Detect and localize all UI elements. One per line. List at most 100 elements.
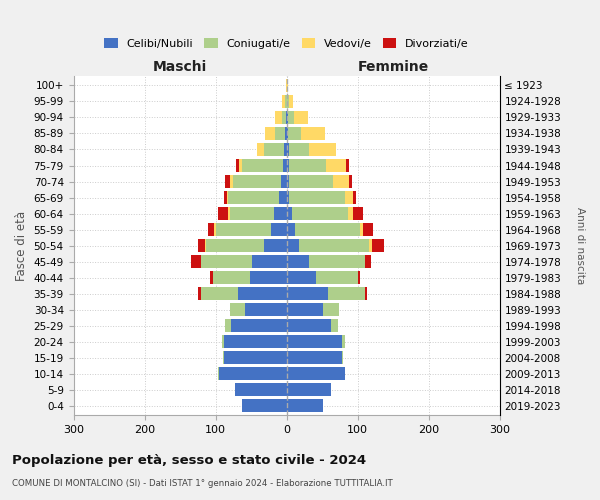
Bar: [331, 319, 338, 332]
Bar: [281, 95, 285, 108]
Bar: [289, 191, 345, 204]
Bar: [299, 239, 369, 252]
Bar: [289, 159, 326, 172]
Bar: [288, 111, 293, 124]
Bar: [285, 127, 287, 140]
Bar: [358, 271, 361, 284]
Legend: Celibi/Nubili, Coniugati/e, Vedovi/e, Divorziati/e: Celibi/Nubili, Coniugati/e, Vedovi/e, Di…: [100, 34, 473, 54]
Bar: [242, 159, 283, 172]
Bar: [285, 95, 287, 108]
Bar: [202, 255, 253, 268]
Bar: [274, 207, 287, 220]
Bar: [309, 143, 336, 156]
Bar: [301, 127, 325, 140]
Bar: [372, 239, 385, 252]
Bar: [347, 207, 353, 220]
Bar: [226, 319, 231, 332]
Bar: [236, 159, 239, 172]
Bar: [287, 383, 331, 396]
Bar: [230, 175, 233, 188]
Bar: [215, 223, 271, 236]
Text: Femmine: Femmine: [358, 60, 428, 74]
Bar: [316, 271, 358, 284]
Bar: [225, 175, 230, 188]
Bar: [223, 351, 224, 364]
Bar: [287, 239, 299, 252]
Bar: [282, 111, 286, 124]
Bar: [289, 95, 293, 108]
Bar: [265, 127, 275, 140]
Bar: [257, 143, 264, 156]
Bar: [212, 271, 250, 284]
Bar: [361, 223, 363, 236]
Y-axis label: Anni di nascita: Anni di nascita: [575, 207, 585, 284]
Bar: [271, 223, 287, 236]
Bar: [287, 111, 288, 124]
Bar: [342, 335, 345, 348]
Bar: [210, 271, 212, 284]
Bar: [224, 335, 287, 348]
Bar: [334, 175, 349, 188]
Bar: [219, 367, 287, 380]
Bar: [238, 287, 287, 300]
Bar: [287, 271, 316, 284]
Bar: [363, 223, 373, 236]
Bar: [284, 143, 287, 156]
Bar: [292, 207, 347, 220]
Bar: [287, 287, 328, 300]
Bar: [287, 127, 288, 140]
Bar: [239, 159, 242, 172]
Bar: [233, 175, 281, 188]
Bar: [287, 175, 289, 188]
Bar: [202, 287, 238, 300]
Bar: [309, 255, 365, 268]
Bar: [214, 223, 215, 236]
Bar: [365, 287, 367, 300]
Bar: [349, 175, 352, 188]
Bar: [242, 399, 287, 412]
Bar: [228, 207, 230, 220]
Bar: [191, 255, 200, 268]
Bar: [250, 271, 287, 284]
Bar: [235, 383, 287, 396]
Bar: [288, 127, 301, 140]
Bar: [230, 303, 245, 316]
Y-axis label: Fasce di età: Fasce di età: [15, 210, 28, 280]
Bar: [287, 79, 288, 92]
Bar: [323, 303, 339, 316]
Bar: [353, 191, 356, 204]
Bar: [287, 191, 289, 204]
Bar: [199, 239, 205, 252]
Bar: [295, 223, 361, 236]
Bar: [224, 191, 227, 204]
Bar: [281, 175, 287, 188]
Bar: [326, 159, 346, 172]
Bar: [353, 207, 363, 220]
Bar: [224, 351, 287, 364]
Bar: [287, 95, 289, 108]
Bar: [228, 191, 280, 204]
Bar: [365, 255, 371, 268]
Bar: [328, 287, 365, 300]
Bar: [342, 351, 343, 364]
Bar: [205, 239, 206, 252]
Bar: [287, 303, 323, 316]
Bar: [287, 223, 295, 236]
Bar: [289, 175, 334, 188]
Bar: [218, 367, 219, 380]
Bar: [231, 319, 287, 332]
Bar: [264, 239, 287, 252]
Bar: [245, 303, 287, 316]
Bar: [286, 111, 287, 124]
Text: Maschi: Maschi: [153, 60, 207, 74]
Bar: [287, 319, 331, 332]
Bar: [287, 399, 323, 412]
Bar: [222, 335, 224, 348]
Bar: [293, 111, 308, 124]
Bar: [264, 143, 284, 156]
Bar: [287, 207, 292, 220]
Bar: [208, 223, 214, 236]
Bar: [218, 207, 228, 220]
Bar: [275, 127, 285, 140]
Bar: [346, 159, 349, 172]
